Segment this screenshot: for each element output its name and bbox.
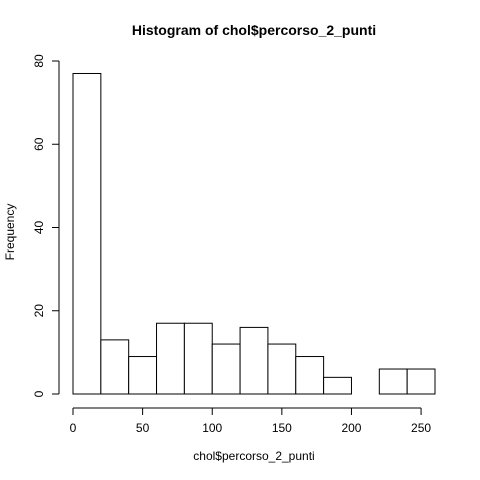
y-tick-label: 20 — [32, 304, 46, 318]
x-axis-label: chol$percorso_2_punti — [193, 449, 314, 463]
bars-group — [72, 72, 436, 395]
histogram-bar — [295, 356, 325, 395]
histogram-bar — [211, 343, 241, 395]
y-tick-label: 40 — [32, 221, 46, 235]
x-tick-label: 150 — [272, 421, 292, 435]
histogram-bar — [100, 339, 130, 395]
x-tick-label: 50 — [136, 421, 150, 435]
y-axis-label: Frequency — [3, 204, 17, 261]
y-tick-label: 0 — [32, 390, 46, 397]
histogram-bar — [128, 356, 158, 395]
histogram-bar — [183, 322, 213, 395]
histogram-bar — [267, 343, 297, 395]
chart-title: Histogram of chol$percorso_2_punti — [132, 22, 376, 38]
histogram-bar — [239, 326, 269, 395]
y-axis: 0 20 40 60 80 — [32, 54, 60, 397]
histogram-bar — [406, 368, 436, 395]
y-tick-label: 60 — [32, 137, 46, 151]
x-tick-label: 200 — [341, 421, 361, 435]
histogram-bar — [156, 322, 185, 395]
y-tick-label: 80 — [32, 54, 46, 68]
histogram-bar — [378, 368, 408, 395]
histogram-bar — [323, 376, 352, 395]
x-tick-label: 100 — [202, 421, 222, 435]
histogram-bar — [72, 72, 102, 395]
x-tick-label: 0 — [70, 421, 77, 435]
x-axis: 0 50 100 150 200 250 — [70, 407, 431, 435]
x-tick-label: 250 — [411, 421, 431, 435]
